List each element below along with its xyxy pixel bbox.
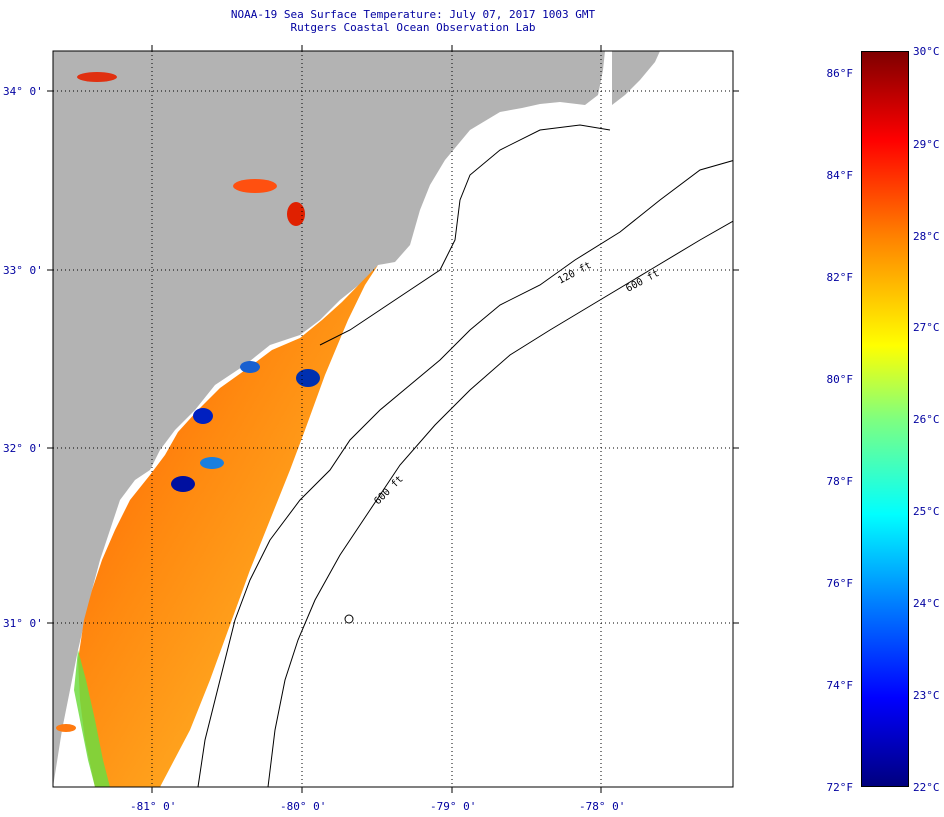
inland-warm-patch — [77, 72, 117, 82]
colorbar-c-label: 29°C — [913, 138, 940, 151]
frame-ticks — [47, 45, 739, 793]
colorbar-c-label: 22°C — [913, 781, 940, 794]
contour-600ft — [267, 220, 733, 787]
colorbar-c-label: 24°C — [913, 597, 940, 610]
inland-warm-patch — [233, 179, 277, 193]
lat-label: 34° 0' — [3, 85, 43, 98]
lon-label: -81° 0' — [130, 800, 177, 813]
land — [53, 51, 605, 787]
cold-patch — [193, 408, 213, 424]
inland-warm-patch — [56, 724, 76, 732]
colorbar-f-label: 84°F — [826, 169, 854, 182]
lat-label: 32° 0' — [3, 442, 43, 455]
colorbar-f-label: 76°F — [826, 577, 854, 590]
map-frame — [52, 50, 734, 788]
sst-swath — [78, 265, 378, 787]
colorbar-c-label: 26°C — [913, 413, 940, 426]
temperature-colorbar — [861, 51, 909, 787]
contour-nearshore — [319, 124, 611, 346]
colorbar-c-label: 23°C — [913, 689, 940, 702]
cool-patch — [200, 457, 224, 469]
lat-label: 33° 0' — [3, 264, 43, 277]
lon-label: -80° 0' — [280, 800, 327, 813]
colorbar-c-label: 28°C — [913, 230, 940, 243]
chart-title: NOAA-19 Sea Surface Temperature: July 07… — [230, 8, 596, 21]
cold-patch — [171, 476, 195, 492]
chart-subtitle: Rutgers Coastal Ocean Observation Lab — [290, 21, 536, 34]
lon-label: -78° 0' — [579, 800, 626, 813]
lat-label: 31° 0' — [3, 617, 43, 630]
land-northeast — [612, 51, 660, 105]
inland-warm-patch — [287, 202, 305, 226]
colorbar-c-label: 25°C — [913, 505, 940, 518]
contour-120ft — [197, 160, 733, 787]
colorbar-c-label: 30°C — [913, 45, 940, 58]
colorbar-f-label: 82°F — [826, 271, 854, 284]
lon-label: -79° 0' — [430, 800, 477, 813]
colorbar-f-label: 78°F — [826, 475, 854, 488]
colorbar-c-label: 27°C — [913, 321, 940, 334]
colorbar-f-label: 74°F — [826, 679, 854, 692]
graticule — [53, 51, 733, 787]
cool-patch — [240, 361, 260, 373]
cold-patch — [296, 369, 320, 387]
nearshore-band — [74, 650, 110, 787]
colorbar-f-label: 80°F — [826, 373, 854, 386]
colorbar-f-label: 72°F — [826, 781, 854, 794]
colorbar-f-label: 86°F — [826, 67, 854, 80]
